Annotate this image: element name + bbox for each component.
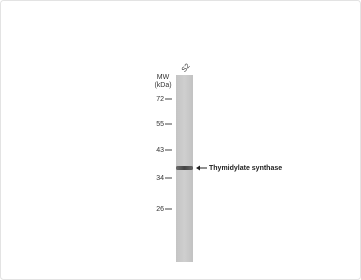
marker-label: 26 <box>156 206 164 213</box>
page: {"figure": { "mw_label": "MW", "unit_lab… <box>0 0 361 280</box>
marker-label: 55 <box>156 121 164 128</box>
western-blot-figure: MW (kDa) S2 72 55 43 34 26 Thymidylate s… <box>0 0 361 280</box>
marker-label: 34 <box>156 175 164 182</box>
marker-label: 72 <box>156 96 164 103</box>
mw-label: MW <box>157 74 170 81</box>
marker-label: 43 <box>156 147 164 154</box>
band-annotation: Thymidylate synthase <box>196 165 282 172</box>
band-label: Thymidylate synthase <box>209 165 282 172</box>
protein-band <box>176 166 193 170</box>
unit-label: (kDa) <box>154 82 171 89</box>
